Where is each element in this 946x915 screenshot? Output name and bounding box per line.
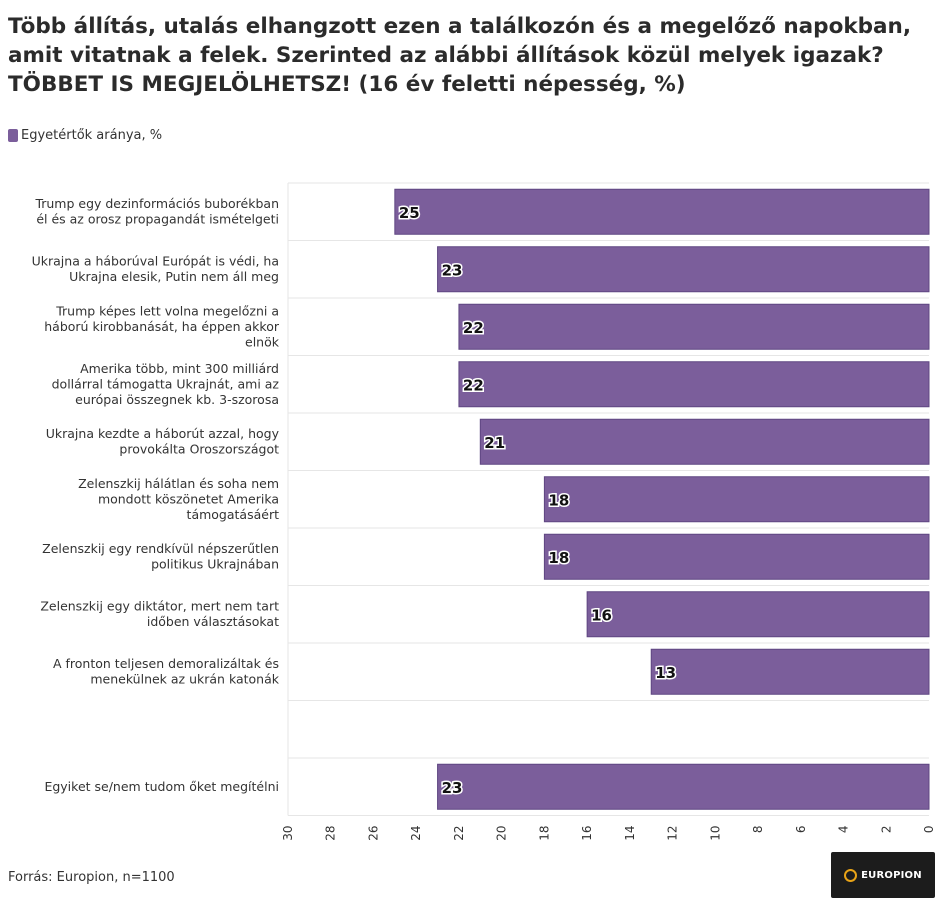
category-label: provokálta Oroszországot: [119, 442, 279, 457]
data-label: 22: [463, 319, 484, 337]
bar: [543, 533, 930, 580]
bar: [650, 648, 930, 695]
data-label: 21: [484, 434, 505, 452]
bar: [437, 763, 930, 810]
x-tick-label: 8: [751, 826, 765, 834]
bar: [458, 361, 930, 408]
data-label: 16: [591, 606, 612, 624]
category-label: politikus Ukrajnában: [151, 557, 279, 572]
x-tick-label: 10: [708, 826, 722, 841]
category-label: időben választásokat: [147, 614, 279, 629]
bar: [437, 246, 930, 293]
data-label: 23: [442, 779, 463, 797]
bar: [458, 303, 930, 350]
x-tick-label: 20: [495, 826, 509, 841]
bar: [586, 591, 930, 638]
bar: [543, 476, 930, 523]
bar: [479, 418, 930, 465]
x-tick-label: 2: [879, 826, 893, 834]
category-label: elnök: [245, 334, 280, 349]
category-label: dollárral támogatta Ukrajnát, ami az: [52, 376, 280, 391]
chart-title: Több állítás, utalás elhangzott ezen a t…: [8, 14, 912, 97]
x-tick-label: 4: [837, 826, 851, 834]
category-label: Trump képes lett volna megelőzni a: [55, 303, 279, 318]
data-label: 18: [548, 491, 569, 509]
x-tick-label: 14: [623, 826, 637, 841]
category-label: Zelenszkij egy rendkívül népszerűtlen: [42, 541, 279, 556]
x-tick-label: 0: [922, 826, 936, 834]
category-label: Trump egy dezinformációs buborékban: [34, 196, 279, 211]
source-note: Forrás: Europion, n=1100: [8, 870, 175, 885]
x-tick-label: 24: [409, 826, 423, 841]
data-label: 22: [463, 376, 484, 394]
category-label: menekülnek az ukrán katonák: [90, 672, 279, 687]
data-label: 13: [655, 664, 676, 682]
x-tick-label: 16: [580, 826, 594, 841]
category-label: A fronton teljesen demoralizáltak és: [53, 656, 279, 671]
data-label: 25: [399, 204, 420, 222]
x-tick-label: 22: [452, 826, 466, 841]
category-label: Ukrajna elesik, Putin nem áll meg: [69, 269, 279, 284]
category-label: él és az orosz propagandát ismételgeti: [36, 212, 279, 227]
category-label: európai összegnek kb. 3-szorosa: [75, 392, 279, 407]
logo-mark-icon: [844, 868, 858, 882]
category-label: Amerika több, mint 300 milliárd: [80, 361, 279, 376]
category-label: Zelenszkij egy diktátor, mert nem tart: [40, 599, 279, 614]
data-label: 23: [442, 261, 463, 279]
category-label: háború kirobbanását, ha éppen akkor: [44, 319, 280, 334]
legend: Egyetértők aránya, %: [8, 128, 162, 143]
category-label: támogatásáért: [187, 507, 280, 522]
category-label: Egyiket se/nem tudom őket megítélni: [44, 779, 279, 794]
legend-swatch: [8, 129, 18, 142]
category-label: Zelenszkij hálátlan és soha nem: [78, 476, 279, 491]
category-label: mondott köszönetet Amerika: [98, 491, 279, 506]
x-tick-label: 18: [537, 826, 551, 841]
x-tick-label: 28: [324, 826, 338, 841]
bar: [394, 188, 930, 235]
x-tick-label: 30: [281, 826, 295, 841]
europion-logo: EUROPION: [831, 852, 935, 898]
x-tick-label: 6: [794, 826, 808, 834]
logo-text: EUROPION: [861, 869, 922, 881]
category-label: Ukrajna a háborúval Európát is védi, ha: [32, 254, 279, 269]
category-label: Ukrajna kezdte a háborút azzal, hogy: [46, 426, 280, 441]
legend-label: Egyetértők aránya, %: [21, 128, 163, 143]
data-label: 18: [548, 549, 569, 567]
x-tick-label: 12: [666, 826, 680, 841]
x-tick-label: 26: [366, 826, 380, 841]
